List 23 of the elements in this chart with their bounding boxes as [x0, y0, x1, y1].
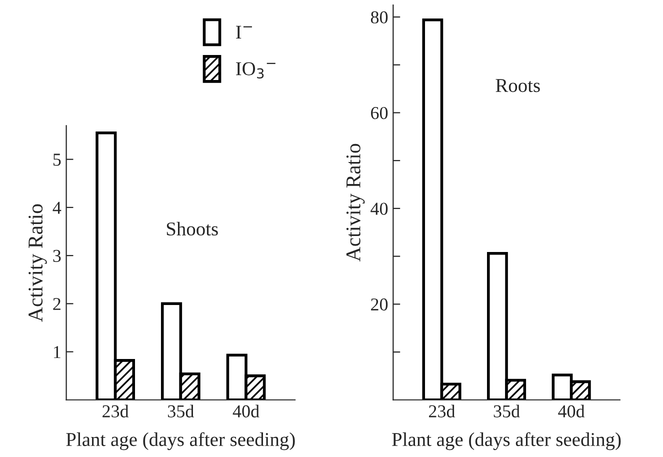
annotation: Roots — [496, 79, 540, 92]
x-tick-label: 40d — [232, 404, 260, 418]
y-tick-label: 80 — [370, 11, 388, 24]
x-axis-title: Plant age (days after seeding) — [392, 432, 621, 450]
legend-label: I$^{−}$ — [236, 26, 252, 39]
annotation: Shoots — [166, 222, 218, 236]
legend-label: IO$_{3}$$^{−}$ — [236, 62, 276, 79]
y-tick-label: 60 — [371, 106, 388, 120]
y-tick-label: 20 — [371, 298, 388, 311]
y-tick-label: 2 — [53, 298, 60, 310]
y-tick-label: 5 — [53, 154, 61, 166]
x-axis-title: Plant age (days after seeding) — [66, 432, 295, 450]
y-axis-title: Activity Ratio — [346, 144, 365, 262]
x-tick-label: 40d — [558, 404, 585, 418]
y-tick-label: 3 — [53, 250, 61, 262]
y-tick-label: 1 — [54, 346, 60, 358]
x-tick-label: 35d — [494, 404, 520, 418]
x-tick-label: 23d — [429, 404, 456, 418]
y-tick-label: 4 — [52, 202, 62, 214]
y-tick-label: 40 — [370, 202, 388, 215]
y-axis-title: Activity Ratio — [28, 204, 47, 322]
x-tick-label: 23d — [102, 404, 129, 418]
x-tick-label: 35d — [168, 404, 194, 418]
